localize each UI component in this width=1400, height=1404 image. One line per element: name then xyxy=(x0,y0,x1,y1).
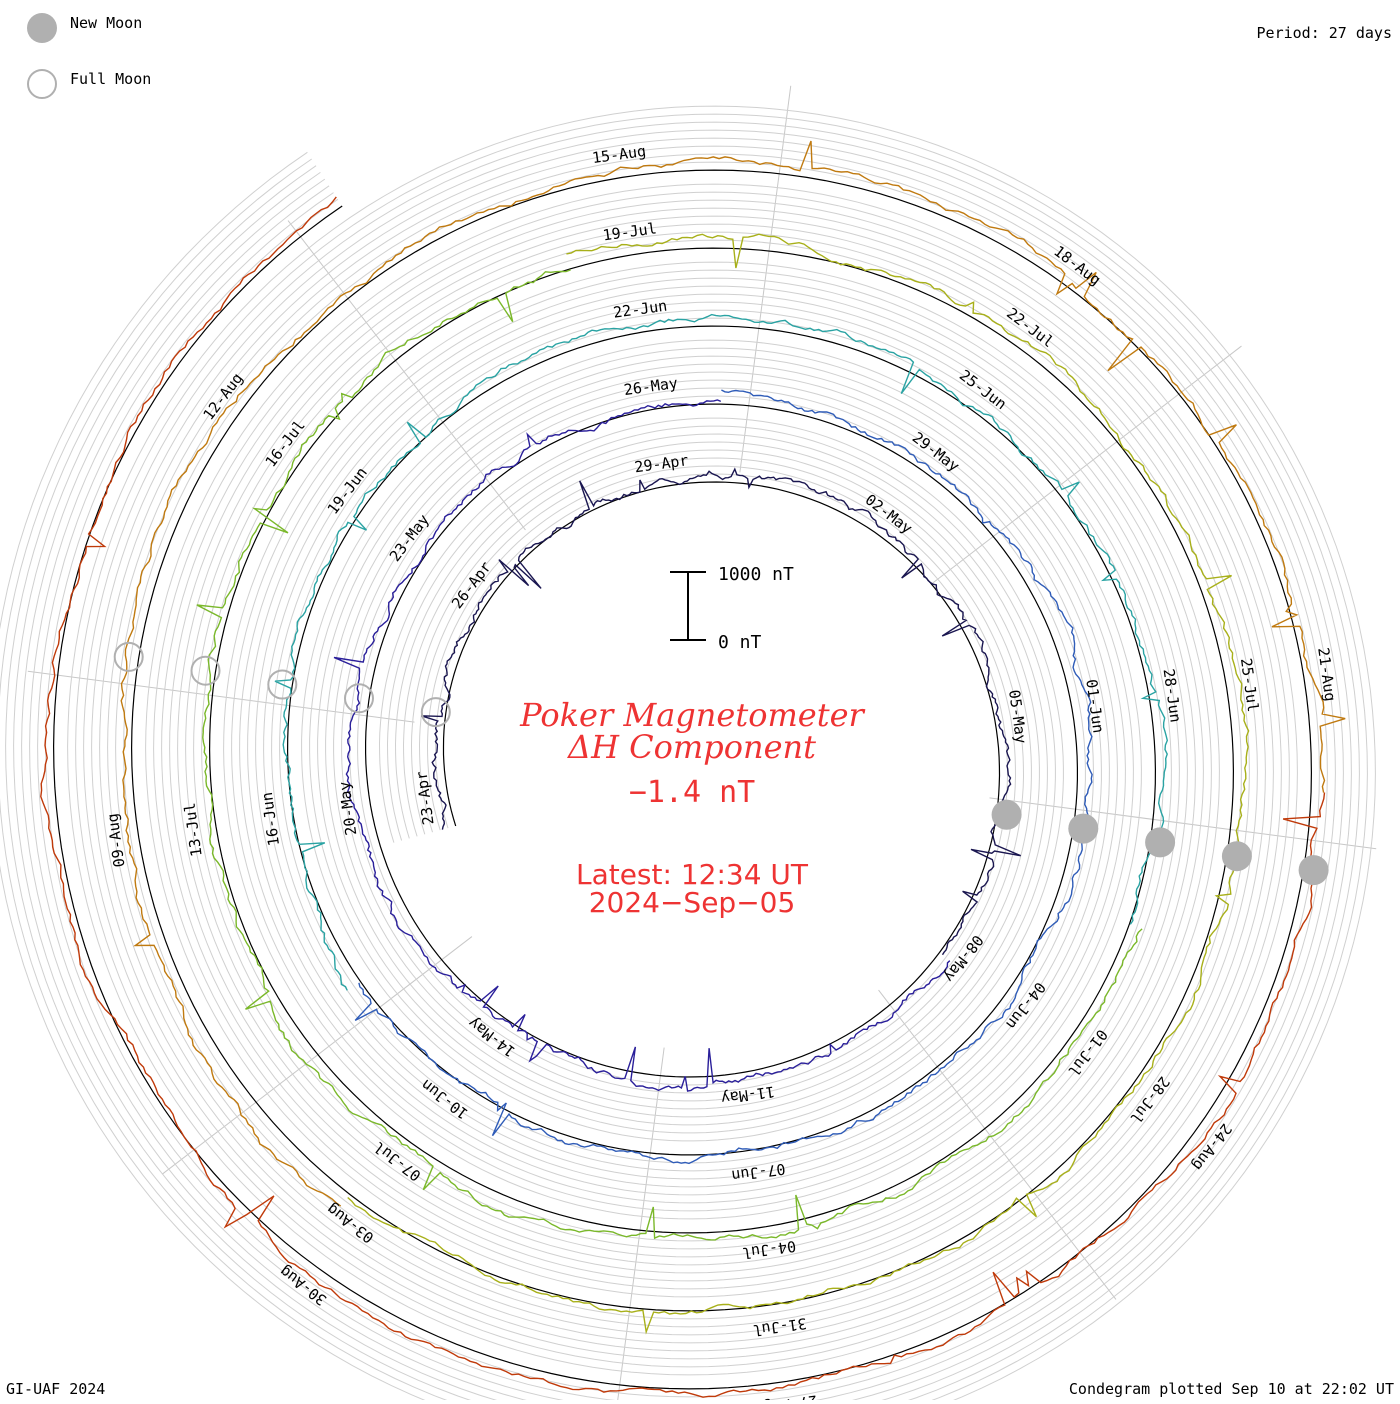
data-traces xyxy=(40,140,1346,1398)
scale-bottom-label: 0 nT xyxy=(718,632,762,653)
grid-spiral xyxy=(21,137,1344,1404)
date-label: 29-May xyxy=(909,428,963,475)
radial-spoke xyxy=(878,989,1117,1300)
chart-title-line1: Poker Magnetometer xyxy=(519,696,865,734)
footer-credit: GI-UAF 2024 xyxy=(6,1380,105,1398)
period-label: Period: 27 days xyxy=(1257,24,1392,42)
data-trace-6 xyxy=(347,233,1250,1335)
full-moon-marker xyxy=(420,697,451,728)
date-label: 19-Jul xyxy=(602,219,658,244)
date-label: 03-Aug xyxy=(323,1200,377,1247)
grid-rings xyxy=(0,105,1376,1404)
date-label: 07-Jun xyxy=(730,1160,786,1185)
date-label: 25-Jul xyxy=(1237,657,1262,713)
data-trace-1 xyxy=(421,467,1021,956)
full-moon-marker xyxy=(344,683,374,714)
grid-spiral xyxy=(5,121,1360,1404)
data-trace-3 xyxy=(354,389,1093,1165)
date-label: 04-Jul xyxy=(741,1237,797,1262)
date-label: 22-Jun xyxy=(612,297,668,322)
data-trace-8 xyxy=(40,196,1326,1398)
full-moon-marker xyxy=(190,655,221,686)
baseline-spiral xyxy=(52,169,1313,1390)
chart-title-line2: ΔH Component xyxy=(566,728,816,766)
grid-spiral xyxy=(45,161,1320,1398)
date-label: 21-Aug xyxy=(1314,646,1339,702)
date-label: 31-Jul xyxy=(752,1314,808,1339)
new-moon-legend-label: New Moon xyxy=(70,14,142,32)
date-label: 05-May xyxy=(1005,689,1030,745)
date-label: 15-Aug xyxy=(591,142,647,167)
new-moon-marker xyxy=(1145,827,1176,858)
new-moon-marker xyxy=(1221,841,1252,872)
date-label: 01-Jun xyxy=(1082,678,1107,734)
grid-spiral xyxy=(0,113,1368,1404)
grid-spiral xyxy=(13,129,1352,1404)
new-moon-marker xyxy=(1298,855,1329,886)
date-label: 09-Aug xyxy=(103,812,128,868)
new-moon-marker xyxy=(1068,813,1099,844)
radial-spoke xyxy=(162,936,473,1175)
date-label: 20-May xyxy=(335,780,360,836)
new-moon-marker xyxy=(991,799,1022,830)
full-moon-marker xyxy=(267,669,298,700)
radial-spoke xyxy=(287,220,526,531)
moon-markers xyxy=(113,641,1329,886)
data-trace-2 xyxy=(333,399,951,1092)
full-moon-legend-icon xyxy=(27,69,57,99)
date-label: 08-May xyxy=(940,932,987,986)
scale-top-label: 1000 nT xyxy=(718,564,794,585)
radial-spoke xyxy=(27,670,415,723)
radial-spoke xyxy=(616,1047,665,1404)
latest-date-label: 2024−Sep−05 xyxy=(589,886,796,919)
latest-time-label: Latest: 12:34 UT xyxy=(576,858,809,891)
baseline-spiral-line xyxy=(52,169,1313,1390)
date-label: 26-May xyxy=(623,374,679,399)
data-trace-5 xyxy=(196,269,1143,1241)
date-label: 16-Jun xyxy=(258,791,283,847)
new-moon-legend-icon xyxy=(27,13,57,43)
date-label: 26-Apr xyxy=(448,558,495,612)
data-trace-7 xyxy=(120,140,1346,1207)
grid-spiral xyxy=(0,105,1376,1404)
date-label: 04-Jun xyxy=(1002,979,1049,1033)
footer-plot-time: Condegram plotted Sep 10 at 22:02 UT xyxy=(1069,1380,1394,1398)
data-trace-4 xyxy=(274,313,1169,991)
date-label: 13-Jul xyxy=(181,802,206,858)
date-label: 29-Apr xyxy=(633,451,689,476)
grid-spiral xyxy=(29,145,1336,1404)
date-label: 28-Jul xyxy=(1126,1073,1173,1127)
date-label: 27-Aug xyxy=(762,1391,818,1400)
current-value: −1.4 nT xyxy=(629,775,755,810)
date-label: 11-May xyxy=(720,1082,776,1107)
full-moon-legend-label: Full Moon xyxy=(70,70,151,88)
grid-spiral xyxy=(37,153,1328,1404)
full-moon-marker xyxy=(113,641,144,672)
